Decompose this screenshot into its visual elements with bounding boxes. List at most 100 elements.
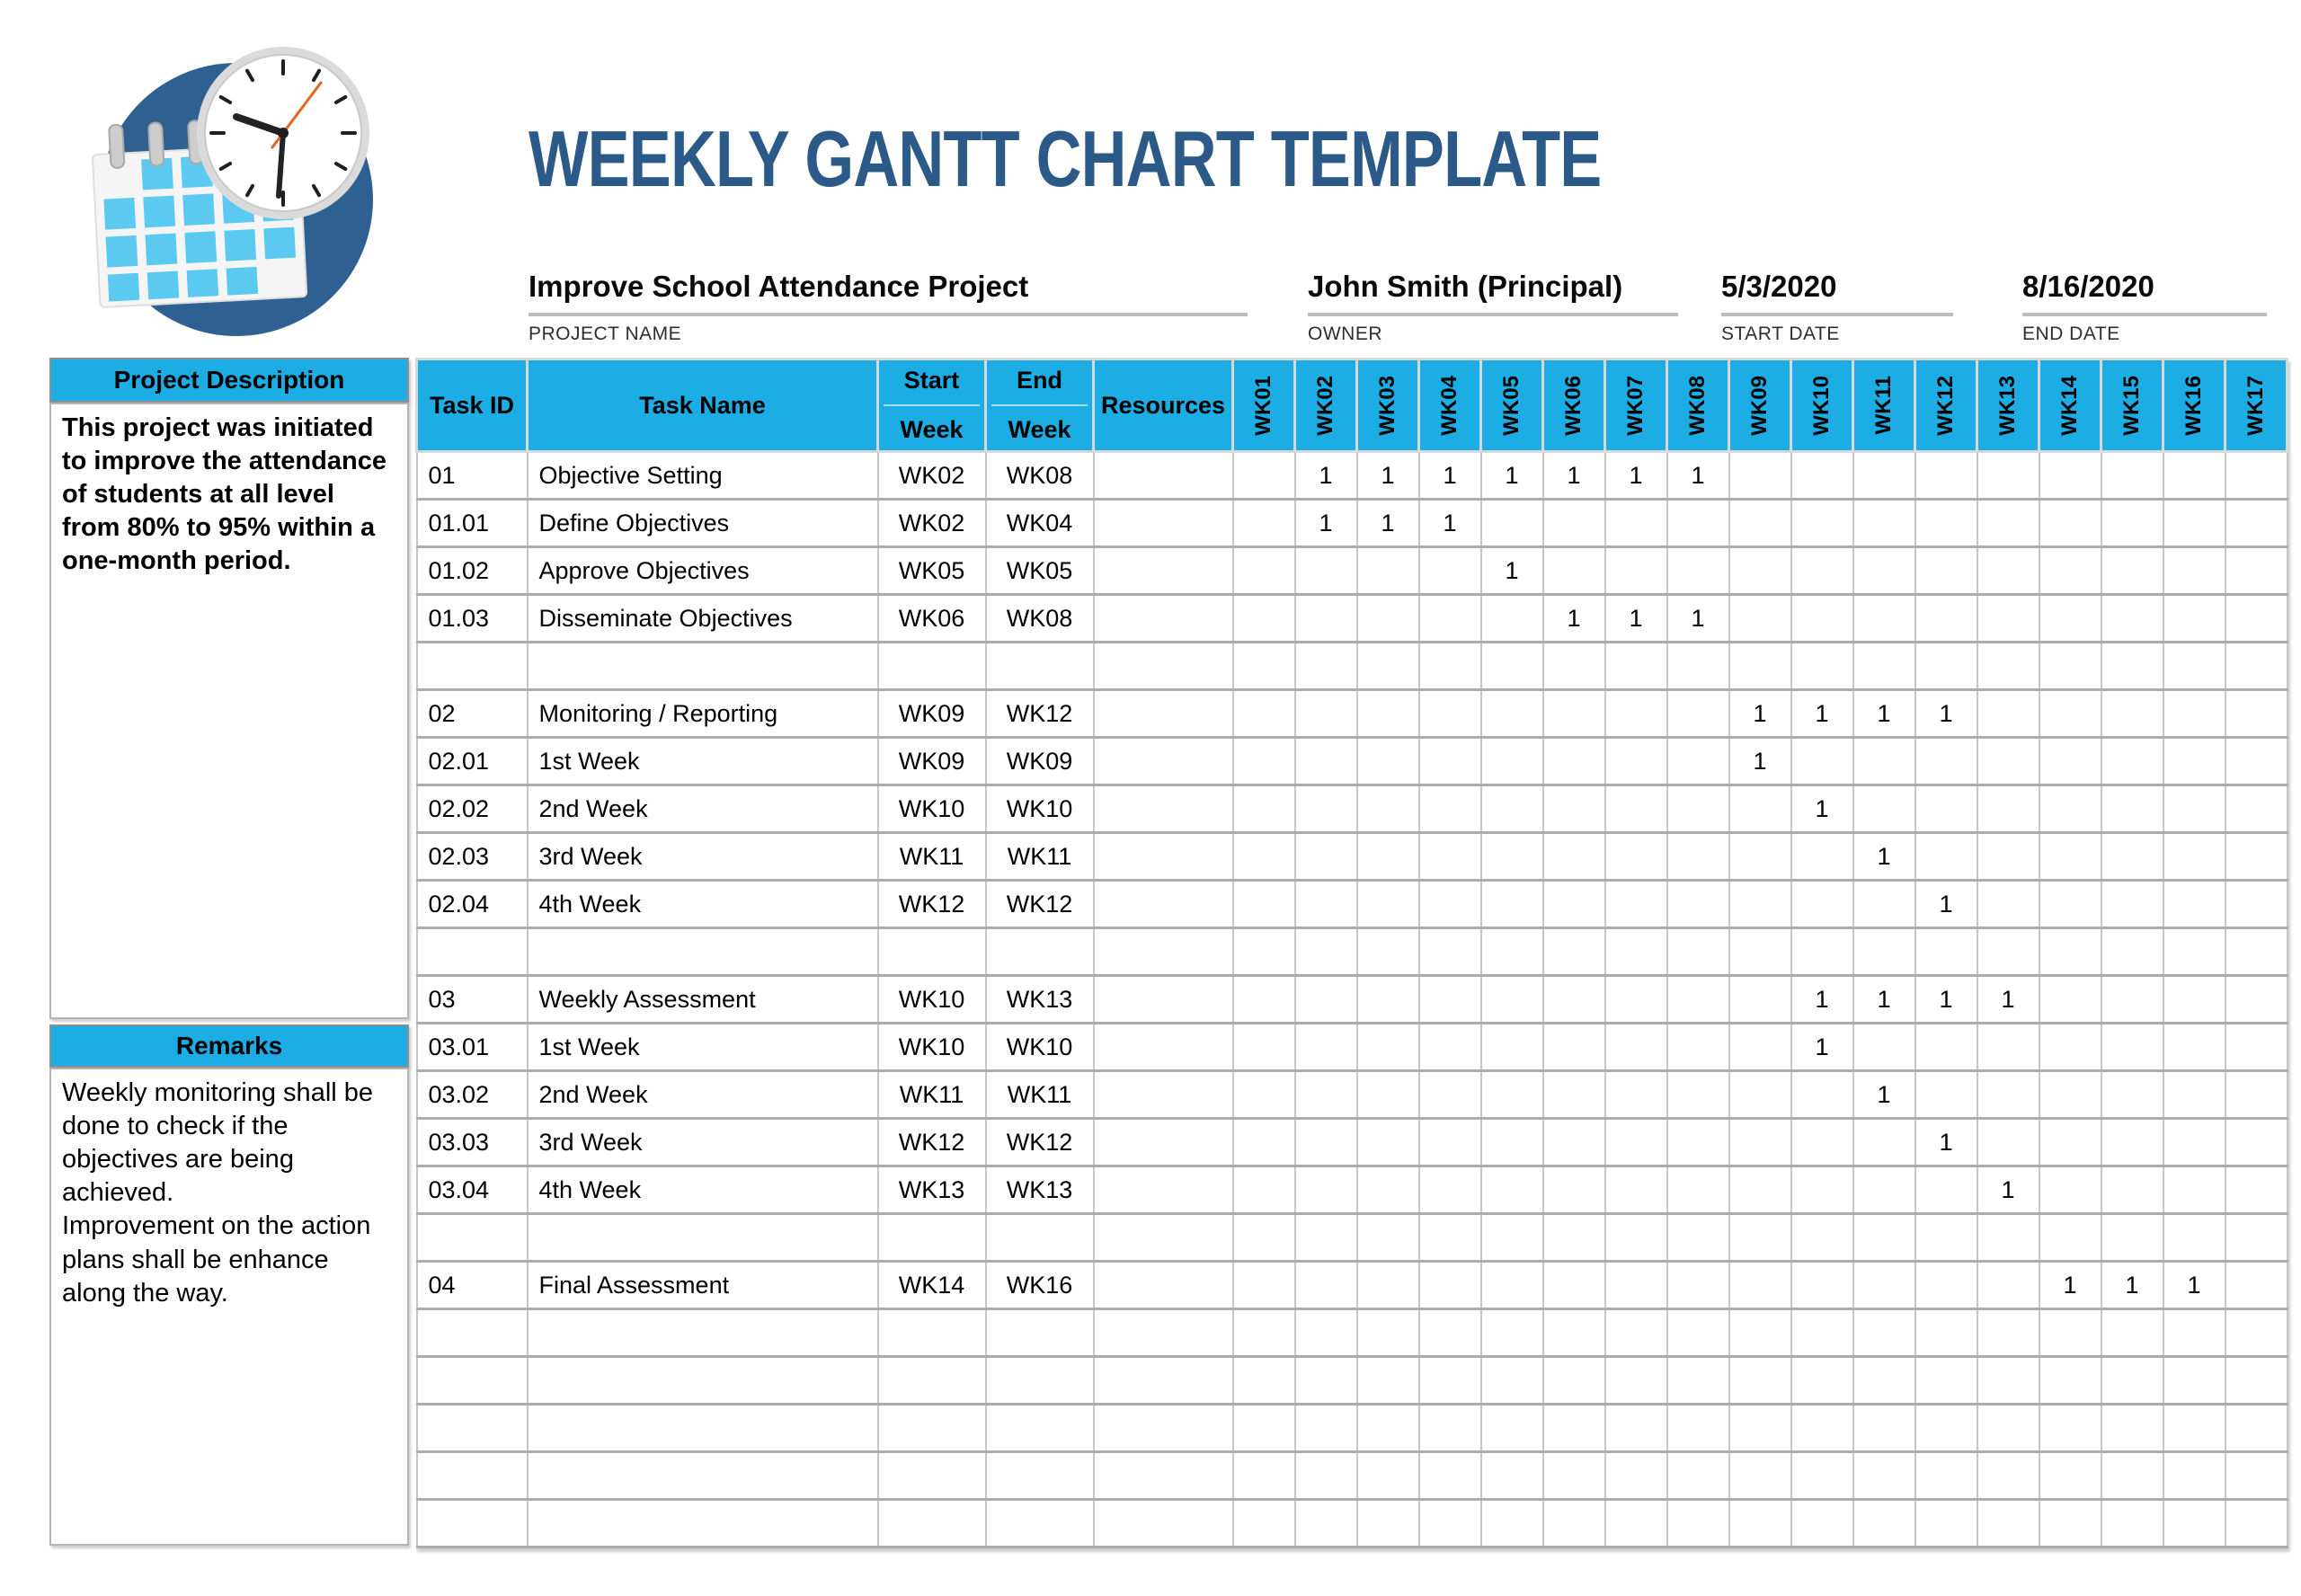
week-cell-row16-wk12 xyxy=(1914,1212,1978,1263)
week-cell-row16-wk11 xyxy=(1852,1212,1916,1263)
week-cell-row3-wk15 xyxy=(2100,593,2164,643)
week-cell-row2-wk13 xyxy=(1976,545,2040,596)
week-cell-row16-wk10 xyxy=(1790,1212,1854,1263)
gantt-bar-cell-row0-wk2: 1 xyxy=(1293,450,1358,501)
week-cell-row21-wk9 xyxy=(1728,1450,1792,1501)
week-cell-row10-wk15 xyxy=(2100,927,2164,977)
week-cell-row2-wk6 xyxy=(1541,545,1606,596)
week-cell-row15-wk14 xyxy=(2038,1165,2102,1215)
week-header-wk03: WK03 xyxy=(1355,358,1420,453)
task-row-03.01: 03.01 1st Week WK10 WK10 1 xyxy=(415,1022,2288,1072)
week-cell-row22-wk5 xyxy=(1479,1498,1544,1548)
cell-end-week xyxy=(984,1212,1095,1263)
gantt-bar-cell-row1-wk3: 1 xyxy=(1355,498,1420,548)
week-cell-row21-wk4 xyxy=(1417,1450,1482,1501)
week-header-wk12: WK12 xyxy=(1914,358,1978,453)
week-cell-row7-wk12 xyxy=(1914,784,1978,834)
week-cell-row0-wk10 xyxy=(1790,450,1854,501)
week-cell-row21-wk2 xyxy=(1293,1450,1358,1501)
week-cell-row12-wk2 xyxy=(1293,1022,1358,1072)
week-cell-row10-wk9 xyxy=(1728,927,1792,977)
gantt-bar-cell-row0-wk7: 1 xyxy=(1604,450,1668,501)
cell-task-name xyxy=(526,641,879,691)
week-cell-row3-wk5 xyxy=(1479,593,1544,643)
week-cell-row14-wk17 xyxy=(2224,1117,2288,1167)
gantt-bar-cell-row0-wk4: 1 xyxy=(1417,450,1482,501)
week-cell-row16-wk2 xyxy=(1293,1212,1358,1263)
week-cell-row11-wk9 xyxy=(1728,974,1792,1024)
week-cell-row9-wk15 xyxy=(2100,879,2164,929)
week-cell-row14-wk15 xyxy=(2100,1117,2164,1167)
cell-task-name: 2nd Week xyxy=(526,784,879,834)
week-header-wk02: WK02 xyxy=(1293,358,1358,453)
week-cell-row20-wk13 xyxy=(1976,1403,2040,1453)
cell-task-name: Define Objectives xyxy=(526,498,879,548)
week-cell-row22-wk16 xyxy=(2162,1498,2226,1548)
week-cell-row8-wk15 xyxy=(2100,831,2164,882)
week-cell-row13-wk13 xyxy=(1976,1069,2040,1120)
remarks-header: Remarks xyxy=(49,1024,409,1068)
week-cell-row2-wk12 xyxy=(1914,545,1978,596)
week-cell-row17-wk3 xyxy=(1355,1260,1420,1310)
cell-start-week: WK09 xyxy=(876,736,987,786)
week-cell-row19-wk9 xyxy=(1728,1355,1792,1405)
cell-start-week: WK12 xyxy=(876,879,987,929)
week-cell-row22-wk7 xyxy=(1604,1498,1668,1548)
gantt-bar-cell-row1-wk2: 1 xyxy=(1293,498,1358,548)
week-cell-row12-wk17 xyxy=(2224,1022,2288,1072)
week-cell-row16-wk6 xyxy=(1541,1212,1606,1263)
cell-task-id xyxy=(415,1308,529,1358)
week-cell-row10-wk11 xyxy=(1852,927,1916,977)
week-cell-row20-wk3 xyxy=(1355,1403,1420,1453)
gantt-bar-cell-row17-wk15: 1 xyxy=(2100,1260,2164,1310)
week-cell-row12-wk15 xyxy=(2100,1022,2164,1072)
week-cell-row6-wk12 xyxy=(1914,736,1978,786)
gantt-bar-cell-row5-wk9: 1 xyxy=(1728,688,1792,739)
week-cell-row9-wk3 xyxy=(1355,879,1420,929)
week-cell-row6-wk16 xyxy=(2162,736,2226,786)
clock-icon xyxy=(197,47,369,219)
week-cell-row4-wk15 xyxy=(2100,641,2164,691)
week-cell-row7-wk15 xyxy=(2100,784,2164,834)
week-cell-row5-wk7 xyxy=(1604,688,1668,739)
week-cell-row5-wk14 xyxy=(2038,688,2102,739)
week-cell-row20-wk10 xyxy=(1790,1403,1854,1453)
week-cell-row15-wk7 xyxy=(1604,1165,1668,1215)
cell-task-id: 02.04 xyxy=(415,879,529,929)
week-header-wk14: WK14 xyxy=(2038,358,2102,453)
cell-resources xyxy=(1092,641,1234,691)
week-cell-row21-wk14 xyxy=(2038,1450,2102,1501)
week-cell-row11-wk6 xyxy=(1541,974,1606,1024)
week-cell-row19-wk8 xyxy=(1666,1355,1730,1405)
empty-row xyxy=(415,927,2288,977)
cell-task-id: 01.03 xyxy=(415,593,529,643)
week-cell-row15-wk6 xyxy=(1541,1165,1606,1215)
week-cell-row16-wk9 xyxy=(1728,1212,1792,1263)
week-cell-row3-wk2 xyxy=(1293,593,1358,643)
week-cell-row20-wk11 xyxy=(1852,1403,1916,1453)
week-cell-row3-wk3 xyxy=(1355,593,1420,643)
week-cell-row5-wk13 xyxy=(1976,688,2040,739)
week-cell-row12-wk16 xyxy=(2162,1022,2226,1072)
week-cell-row13-wk6 xyxy=(1541,1069,1606,1120)
week-cell-row20-wk9 xyxy=(1728,1403,1792,1453)
week-cell-row19-wk14 xyxy=(2038,1355,2102,1405)
week-cell-row0-wk9 xyxy=(1728,450,1792,501)
week-cell-row14-wk3 xyxy=(1355,1117,1420,1167)
week-cell-row17-wk7 xyxy=(1604,1260,1668,1310)
cell-task-id xyxy=(415,927,529,977)
cell-end-week: WK05 xyxy=(984,545,1095,596)
cell-start-week: WK10 xyxy=(876,1022,987,1072)
week-cell-row2-wk17 xyxy=(2224,545,2288,596)
week-cell-row10-wk6 xyxy=(1541,927,1606,977)
gantt-bar-cell-row0-wk3: 1 xyxy=(1355,450,1420,501)
week-cell-row8-wk13 xyxy=(1976,831,2040,882)
week-cell-row17-wk6 xyxy=(1541,1260,1606,1310)
week-cell-row18-wk12 xyxy=(1914,1308,1978,1358)
week-cell-row21-wk1 xyxy=(1231,1450,1296,1501)
cell-end-week xyxy=(984,1308,1095,1358)
cell-task-id: 03 xyxy=(415,974,529,1024)
week-cell-row5-wk17 xyxy=(2224,688,2288,739)
week-cell-row18-wk15 xyxy=(2100,1308,2164,1358)
week-cell-row10-wk3 xyxy=(1355,927,1420,977)
